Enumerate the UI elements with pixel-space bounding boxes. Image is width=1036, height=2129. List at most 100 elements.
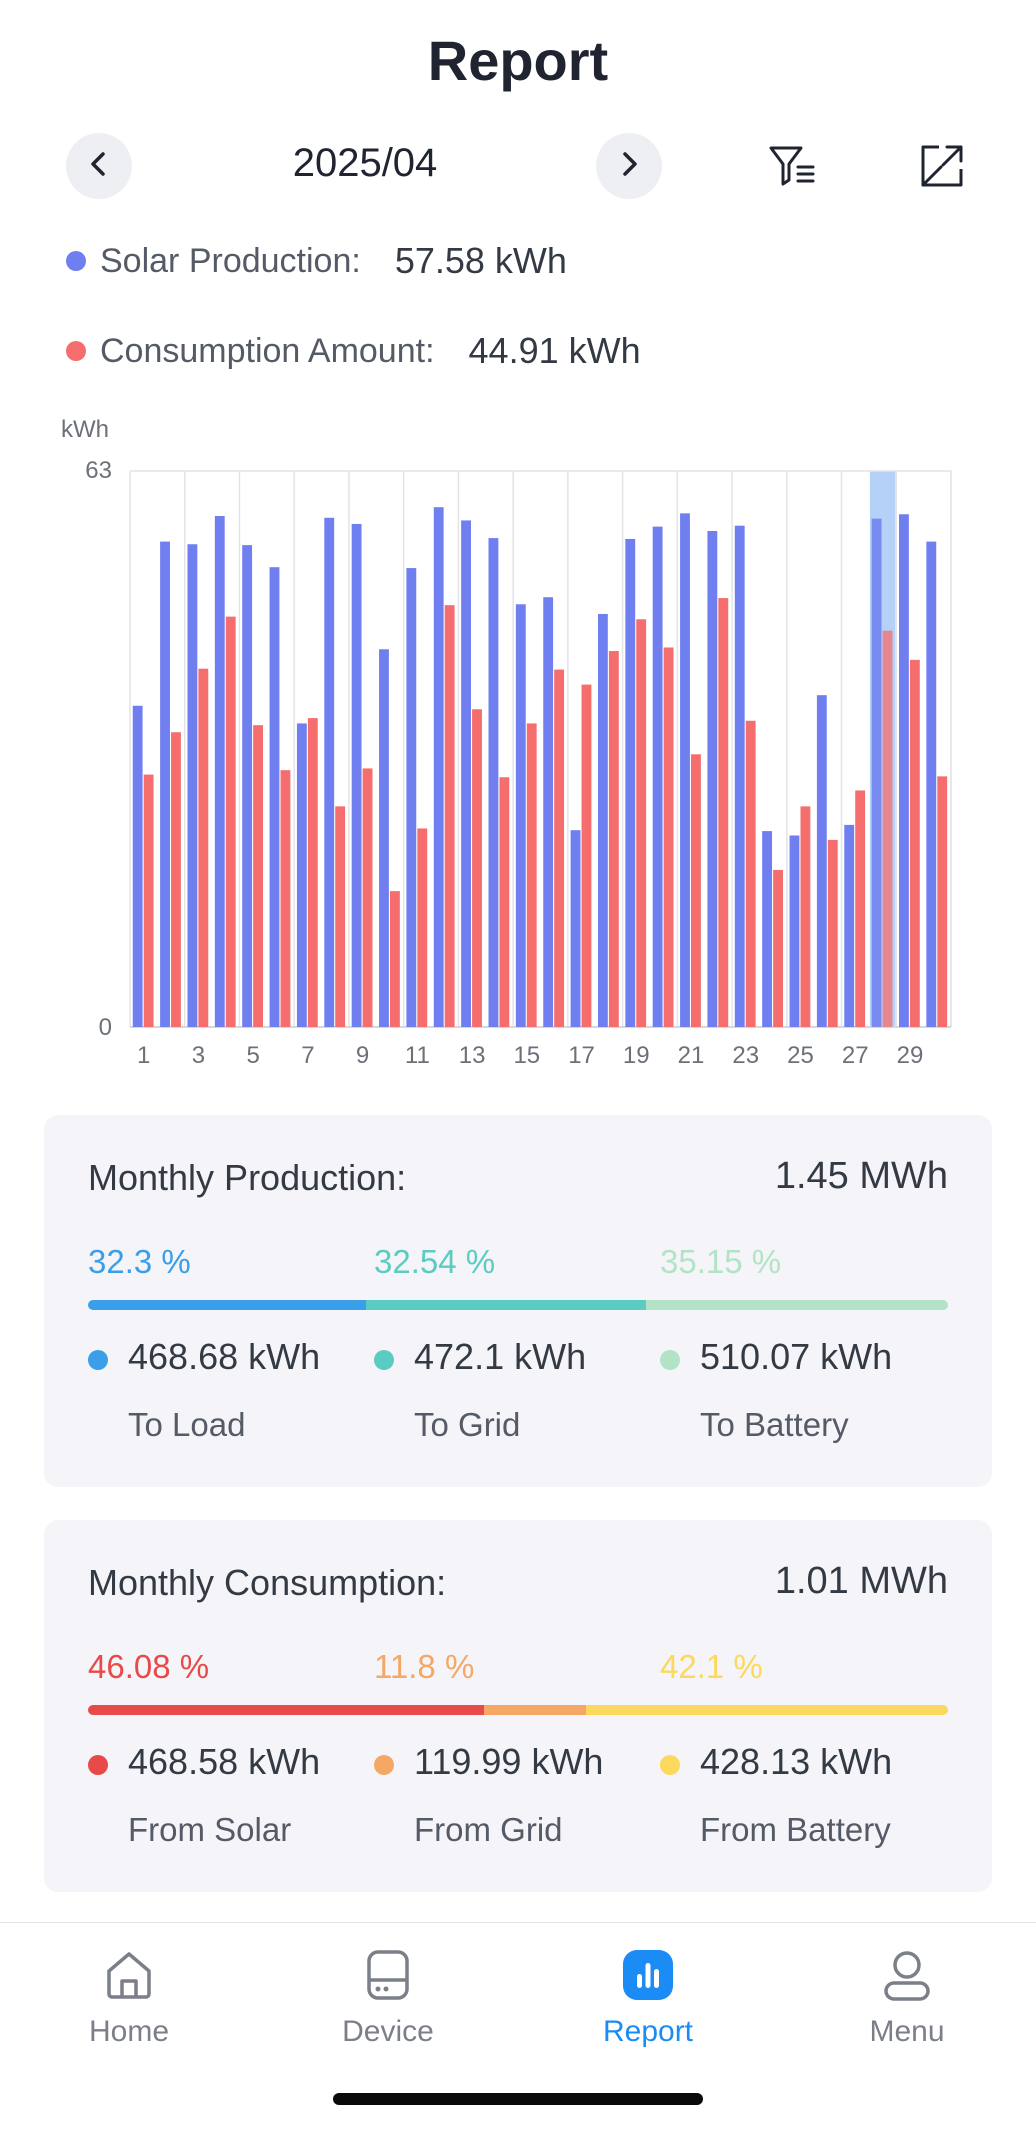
- consumption-bar-day-17: [581, 684, 592, 1027]
- consumption-bar-day-3: [198, 668, 209, 1027]
- solar-production-value: 57.58 kWh: [394, 240, 567, 281]
- solar-bar-day-4: [214, 516, 225, 1027]
- x-tick-label-29: 29: [897, 1042, 924, 1069]
- y-tick-max: 63: [85, 457, 112, 484]
- production-segment-2: [365, 1300, 646, 1310]
- consumption-bar-day-9: [362, 768, 373, 1027]
- monthly-production-total: 1.45 MWh: [774, 1155, 948, 1197]
- solar-bar-day-12: [433, 507, 444, 1027]
- report-chart-icon: [618, 1945, 678, 2005]
- consumption-bar-day-10: [389, 891, 400, 1027]
- y-axis-unit-label: kWh: [61, 416, 109, 443]
- page-title: Report: [427, 29, 609, 92]
- consumption-bar-day-21: [691, 754, 701, 1027]
- next-month-button[interactable]: [596, 133, 662, 199]
- consumption-bar-day-11: [417, 828, 428, 1027]
- tab-menu[interactable]: Menu: [827, 1945, 987, 2049]
- tab-home-label: Home: [88, 2015, 170, 2048]
- consumption-summary: Consumption Amount: 44.91 kWh: [66, 330, 641, 372]
- filter-icon[interactable]: [764, 138, 820, 194]
- solar-bar-day-20: [652, 526, 663, 1027]
- x-tick-label-21: 21: [678, 1042, 705, 1069]
- x-tick-label-15: 15: [513, 1042, 540, 1069]
- consumption-bar-day-19: [636, 619, 647, 1027]
- tab-report[interactable]: Report: [568, 1945, 728, 2049]
- monthly-consumption-title: Monthly Consumption:: [88, 1562, 447, 1603]
- to-load-dot: [88, 1350, 108, 1370]
- to-grid-dot: [374, 1350, 394, 1370]
- solar-bar-day-18: [597, 613, 608, 1027]
- consumption-bar-day-2: [171, 732, 181, 1027]
- consumption-legend-dot: [66, 341, 86, 361]
- chevron-left-icon: [84, 149, 114, 184]
- production-segment-1: [88, 1300, 366, 1310]
- previous-month-button[interactable]: [66, 133, 132, 199]
- tab-home[interactable]: Home: [49, 1945, 209, 2049]
- production-segment-3: [645, 1300, 948, 1310]
- daily-energy-chart[interactable]: kWh 63 0 1 3 5 7 9 11 13 15 17 19 21 23 25 27 29: [40, 415, 1000, 1075]
- consumption-bar-day-16: [554, 669, 565, 1027]
- consumption-bar-day-6: [280, 770, 291, 1027]
- expand-icon[interactable]: [914, 138, 970, 194]
- from-solar-percent: 46.08 %: [88, 1648, 210, 1685]
- from-battery-label: From Battery: [700, 1811, 891, 1848]
- to-load-label: To Load: [128, 1406, 246, 1443]
- consumption-segment-3: [585, 1705, 948, 1715]
- consumption-bar-day-27: [855, 790, 866, 1027]
- solar-bar-day-27: [844, 824, 855, 1027]
- consumption-bar-day-29: [909, 659, 920, 1027]
- monthly-consumption-card: Monthly Consumption: 1.01 MWh 46.08 % 11…: [44, 1520, 992, 1892]
- solar-bar-day-1: [132, 705, 143, 1027]
- x-tick-label-7: 7: [301, 1042, 314, 1069]
- from-battery-percent: 42.1 %: [660, 1648, 763, 1685]
- x-tick-label-25: 25: [787, 1042, 814, 1069]
- solar-bar-day-6: [269, 567, 280, 1027]
- y-tick-zero: 0: [99, 1014, 112, 1041]
- consumption-bar-day-28: [882, 630, 893, 1027]
- x-tick-label-1: 1: [137, 1042, 150, 1069]
- consumption-bar-day-23: [745, 720, 756, 1027]
- to-battery-value: 510.07 kWh: [700, 1336, 893, 1377]
- solar-production-label: Solar Production:: [100, 241, 361, 280]
- consumption-bar-day-20: [663, 647, 674, 1027]
- consumption-segment-2: [484, 1705, 586, 1715]
- solar-bar-day-5: [242, 545, 253, 1027]
- consumption-bar-day-7: [307, 718, 318, 1027]
- monthly-production-card: Monthly Production: 1.45 MWh 32.3 % 32.5…: [44, 1115, 992, 1487]
- consumption-bar-day-12: [444, 605, 455, 1027]
- solar-bar-day-15: [515, 604, 526, 1027]
- from-grid-dot: [374, 1755, 394, 1775]
- period-label[interactable]: 2025/04: [292, 141, 438, 185]
- x-tick-label-3: 3: [192, 1042, 205, 1069]
- solar-bar-day-2: [160, 541, 170, 1027]
- solar-bar-day-14: [488, 538, 499, 1027]
- solar-bar-day-17: [570, 830, 581, 1027]
- solar-bar-day-25: [789, 835, 800, 1027]
- solar-bar-day-24: [762, 831, 773, 1027]
- home-indicator: [333, 2093, 703, 2105]
- from-battery-dot: [660, 1755, 680, 1775]
- consumption-bar-day-14: [499, 777, 510, 1027]
- monthly-consumption-total: 1.01 MWh: [774, 1560, 948, 1602]
- tab-device[interactable]: Device: [308, 1945, 468, 2049]
- from-solar-label: From Solar: [128, 1811, 292, 1848]
- consumption-distribution-bar: [88, 1705, 948, 1715]
- consumption-amount-value: 44.91 kWh: [468, 330, 641, 371]
- consumption-bar-day-26: [827, 839, 838, 1027]
- solar-bar-day-30: [926, 541, 937, 1027]
- consumption-bar-day-22: [718, 598, 729, 1027]
- x-tick-label-17: 17: [568, 1042, 595, 1069]
- consumption-bar-day-5: [253, 725, 264, 1027]
- production-distribution-bar: [88, 1300, 948, 1310]
- consumption-bar-day-15: [526, 723, 537, 1027]
- solar-bar-day-29: [899, 514, 909, 1027]
- solar-bar-day-19: [625, 538, 636, 1027]
- tab-menu-label: Menu: [869, 2015, 945, 2048]
- x-tick-label-13: 13: [459, 1042, 486, 1069]
- from-grid-label: From Grid: [414, 1811, 563, 1848]
- solar-bar-day-9: [351, 523, 362, 1027]
- to-grid-percent: 32.54 %: [374, 1243, 496, 1280]
- x-tick-label-27: 27: [842, 1042, 869, 1069]
- to-battery-label: To Battery: [700, 1406, 849, 1443]
